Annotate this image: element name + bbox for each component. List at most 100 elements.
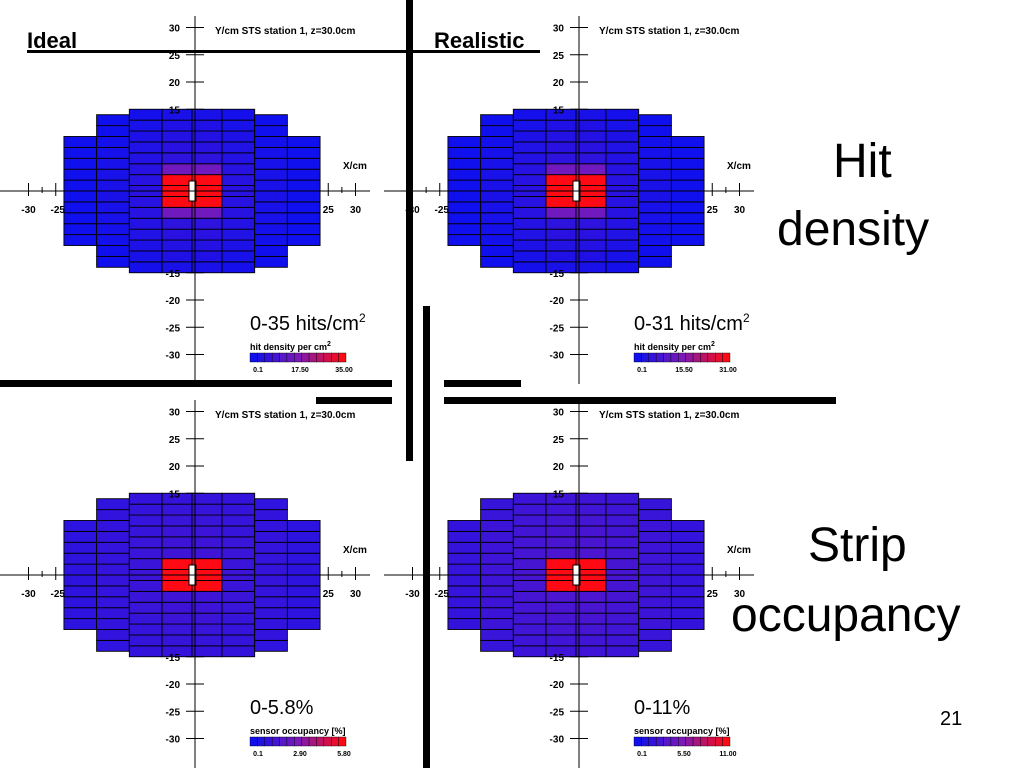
sensor-cell bbox=[512, 130, 547, 143]
sensor-cell bbox=[63, 234, 98, 246]
sensor-cell bbox=[575, 261, 607, 274]
sensor-cell bbox=[96, 157, 130, 170]
sensor-cell bbox=[480, 552, 514, 565]
sensor-cell bbox=[128, 239, 163, 252]
sensor-cell bbox=[638, 498, 672, 511]
sensor-cell bbox=[545, 503, 577, 516]
sensor-cell bbox=[161, 228, 193, 241]
vertical-divider-bottom bbox=[423, 306, 430, 768]
sensor-cell bbox=[638, 530, 672, 543]
y-tick-label: 15 bbox=[169, 105, 181, 116]
sensor-cell bbox=[221, 206, 256, 219]
sensor-cell bbox=[545, 228, 577, 241]
sensor-cell bbox=[605, 645, 640, 658]
y-tick-label: -15 bbox=[550, 653, 565, 664]
panel-ideal-occ: Y/cm STS station 1, z=30.0cm 30 25 20 15 -15 -… bbox=[0, 384, 390, 768]
sensor-cell bbox=[545, 612, 577, 625]
sensor-cell bbox=[605, 525, 640, 538]
sensor-cell bbox=[191, 525, 223, 538]
x-axis-label: X/cm bbox=[343, 161, 367, 172]
column-header-realistic: Realistic bbox=[434, 28, 525, 53]
sensor-cell bbox=[605, 601, 640, 614]
sensor-cell bbox=[638, 618, 672, 630]
sensor-cell bbox=[638, 168, 672, 181]
y-tick-label: 25 bbox=[553, 51, 565, 62]
page-number: 21 bbox=[940, 708, 963, 730]
sensor-cell bbox=[286, 574, 321, 587]
axes bbox=[384, 400, 754, 768]
sensor-modules bbox=[63, 108, 321, 274]
sensor-cell bbox=[480, 179, 514, 192]
sensor-cell bbox=[128, 645, 163, 658]
y-tick-label: -15 bbox=[166, 269, 181, 280]
sensor-cell bbox=[96, 125, 130, 137]
sensor-cell bbox=[161, 152, 193, 165]
sensor-cell bbox=[512, 536, 547, 549]
sensor-cell bbox=[605, 503, 640, 516]
sensor-cell bbox=[605, 492, 640, 505]
sensor-cell bbox=[96, 498, 130, 511]
plot-title: Y/cm STS station 1, z=30.0cm bbox=[599, 410, 739, 421]
sensor-cell bbox=[575, 547, 607, 560]
sensor-cell bbox=[128, 108, 163, 121]
sensor-cell bbox=[191, 141, 223, 154]
sensor-cell bbox=[447, 618, 482, 630]
sensor-cell bbox=[670, 179, 705, 192]
sensor-cell bbox=[480, 245, 514, 257]
sensor-cell bbox=[575, 514, 607, 527]
sensor-cell bbox=[575, 525, 607, 538]
sensor-cell bbox=[512, 119, 547, 132]
sensor-cell bbox=[161, 590, 193, 603]
sensor-cell bbox=[191, 536, 223, 549]
legend-tick-label: 0.1 bbox=[637, 367, 647, 374]
sensor-cell bbox=[545, 130, 577, 143]
sensor-cell bbox=[63, 190, 98, 203]
sensor-cell bbox=[161, 579, 193, 592]
sensor-cell bbox=[480, 618, 514, 630]
sensor-cell bbox=[512, 623, 547, 636]
y-tick-label: 25 bbox=[169, 51, 181, 62]
sensor-cell bbox=[128, 119, 163, 132]
sensor-cell bbox=[221, 645, 256, 658]
sensor-cell bbox=[545, 206, 577, 219]
sensor-cell bbox=[670, 563, 705, 576]
sensor-cell bbox=[447, 190, 482, 203]
sensor-cell bbox=[447, 212, 482, 225]
sensor-cell bbox=[128, 261, 163, 274]
sensor-cell bbox=[512, 239, 547, 252]
sensor-cell bbox=[575, 228, 607, 241]
sensor-modules bbox=[447, 108, 705, 274]
sensor-cell bbox=[63, 168, 98, 181]
x-tick-label: -30 bbox=[21, 205, 36, 216]
y-tick-label: -15 bbox=[550, 269, 565, 280]
sensor-cell bbox=[63, 179, 98, 192]
sensor-cell bbox=[96, 509, 130, 521]
sensor-cell bbox=[128, 503, 163, 516]
legend-tick-label: 0.1 bbox=[637, 751, 647, 758]
legend-colorbar bbox=[633, 736, 731, 747]
sensor-cell bbox=[512, 612, 547, 625]
sensor-cell bbox=[161, 206, 193, 219]
row-title-strip: Strip bbox=[808, 519, 907, 572]
sensor-cell bbox=[575, 623, 607, 636]
y-tick-label: -20 bbox=[166, 296, 181, 307]
sensor-cell bbox=[512, 645, 547, 658]
sensor-cell bbox=[575, 108, 607, 121]
sensor-cell bbox=[63, 212, 98, 225]
y-tick-label: 15 bbox=[169, 489, 181, 500]
sensor-cell bbox=[128, 217, 163, 230]
sensor-cell bbox=[254, 168, 288, 181]
sensor-cell bbox=[191, 152, 223, 165]
sensor-cell bbox=[191, 108, 223, 121]
sensor-cell bbox=[161, 141, 193, 154]
sensor-cell bbox=[480, 541, 514, 554]
sensor-cell bbox=[480, 520, 514, 532]
y-tick-label: 20 bbox=[553, 462, 565, 473]
y-tick-label: 25 bbox=[553, 435, 565, 446]
sensor-cell bbox=[605, 239, 640, 252]
sensor-cell bbox=[605, 152, 640, 165]
sensor-cell bbox=[128, 174, 163, 186]
sensor-cell bbox=[191, 206, 223, 219]
sensor-cell bbox=[480, 639, 514, 652]
sensor-cell bbox=[63, 157, 98, 170]
